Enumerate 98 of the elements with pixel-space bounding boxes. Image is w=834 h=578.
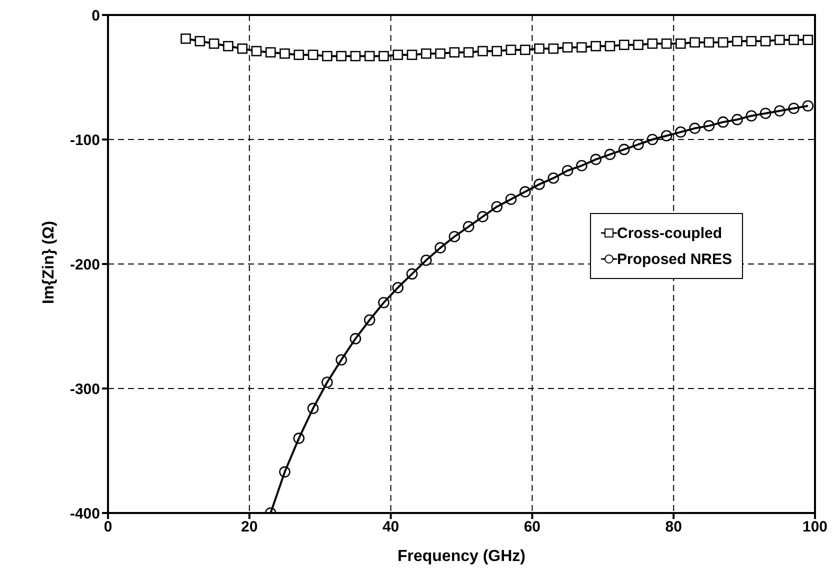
point [322,376,333,388]
point [660,130,672,142]
point [788,102,800,114]
point [590,40,601,52]
point [802,34,814,46]
point [308,50,318,60]
point [534,43,544,54]
point [704,37,714,48]
x-axis-title: Frequency (GHz) [397,548,526,565]
point [618,40,630,50]
point [590,154,602,166]
point [180,34,191,44]
point [802,100,814,112]
point [378,50,389,62]
y-tick-label: -300 [70,380,100,398]
point [294,50,304,60]
point [350,333,362,344]
point [534,178,545,190]
y-tick-label: -400 [70,505,100,522]
point [548,172,560,184]
point [746,36,757,46]
point [392,50,404,60]
point [279,466,290,478]
point [675,126,686,138]
point [251,46,262,56]
point [562,164,574,176]
point [774,34,785,46]
point [604,148,616,160]
point [576,160,588,172]
point [336,50,346,62]
point [492,46,502,56]
x-tick-label: 0 [104,518,112,536]
point [350,50,361,62]
point [604,40,616,52]
point [364,50,375,62]
point [406,50,418,60]
point [703,120,715,132]
point [364,314,376,326]
point [788,34,799,46]
point [406,268,418,280]
point [506,44,516,56]
point [462,221,474,232]
point [718,37,728,48]
point [520,44,530,56]
point [307,402,319,414]
x-tick-label: 40 [382,518,400,536]
point [392,282,404,294]
point [618,144,630,156]
point [548,43,559,54]
point [280,48,290,59]
x-tick-label: 60 [524,518,541,536]
point [760,108,772,120]
point [690,37,700,48]
x-tick-label: 100 [802,518,828,536]
point [661,38,672,49]
point [421,48,432,59]
point [265,47,276,58]
point [435,48,446,59]
x-tick-label: 80 [665,518,682,536]
point [760,36,771,46]
point [562,42,573,53]
point [717,116,729,128]
point [633,40,644,50]
point [689,122,700,134]
point [647,38,658,49]
legend-label: Proposed NRES [617,250,732,268]
point [746,110,758,122]
y-axis-title: Im{Zin} (Ω) [40,220,58,304]
point [491,201,502,212]
point [293,432,305,444]
point [732,36,742,46]
point [774,105,786,117]
x-tick-label: 20 [241,518,258,536]
point [505,194,517,205]
legend-label: Cross-coupled [617,224,722,242]
point [646,134,658,146]
point [208,38,220,49]
y-tick-label: 0 [92,7,100,24]
point [237,43,248,54]
point [519,186,531,198]
point [676,38,686,49]
point [732,114,743,126]
point [223,40,234,52]
point [434,242,446,254]
point [322,50,332,62]
point [449,47,460,58]
point [194,36,206,46]
point [463,47,474,58]
y-tick-label: -200 [70,256,100,274]
point [336,354,347,366]
point [448,230,460,242]
point [378,296,390,308]
point [632,138,644,150]
point [576,42,587,53]
point [478,46,488,56]
point [477,211,488,222]
y-tick-label: -100 [70,132,100,149]
point [420,254,432,266]
